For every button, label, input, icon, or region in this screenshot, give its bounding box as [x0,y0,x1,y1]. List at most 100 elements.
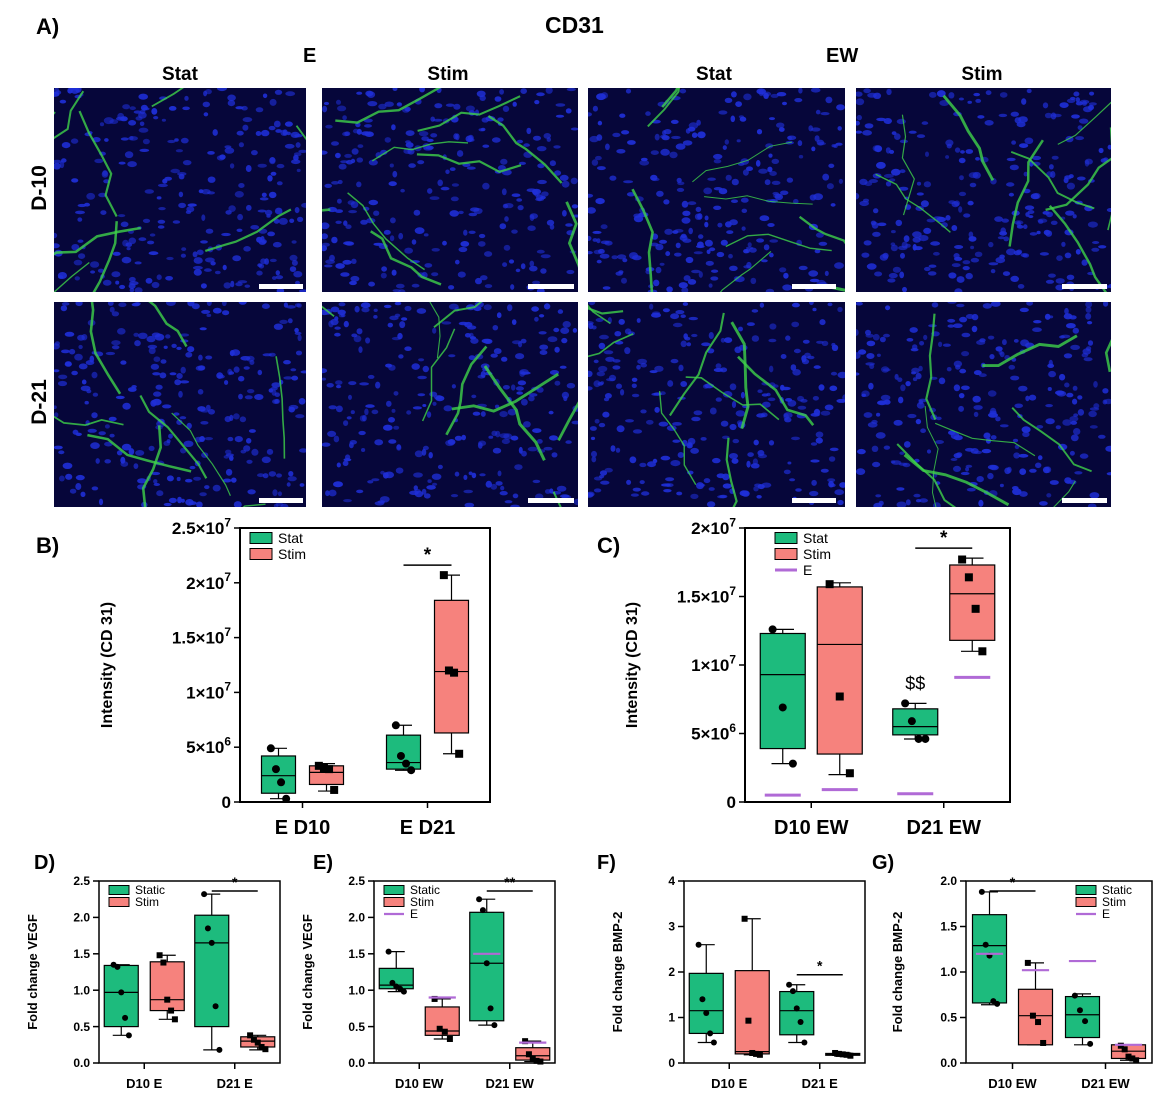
nucleus [890,244,898,252]
nucleus [988,262,999,266]
nucleus [196,249,204,256]
scale-bar [1062,284,1107,289]
nucleus [147,240,155,245]
nucleus [222,478,232,483]
nucleus [965,272,973,280]
box-static-0 [688,941,724,1046]
nucleus [814,249,821,254]
nucleus [761,401,771,408]
nucleus [693,251,703,255]
nucleus [545,88,553,94]
nucleus [789,478,796,482]
nucleus [554,380,561,386]
data-point [789,988,796,995]
nucleus [971,313,979,321]
nucleus [200,283,207,289]
nucleus [349,442,354,449]
panel-a-letter: A) [36,14,60,39]
nucleus [298,289,306,292]
data-point [212,1003,219,1010]
nucleus [999,351,1005,358]
nucleus [451,183,459,187]
nucleus [923,181,932,188]
nucleus [548,410,554,415]
nucleus [219,154,226,160]
nucleus [532,479,541,484]
data-point [444,666,453,675]
nucleus [520,338,527,344]
nucleus [912,231,922,238]
micrograph-d10-ew-stim [856,88,1111,292]
cd31-vessel [934,422,1036,457]
nucleus [758,168,768,174]
nuclei-layer [322,302,578,507]
nucleus [828,456,836,462]
nucleus [205,228,214,234]
nucleus [1064,307,1069,315]
cd31-vessel-layer [588,304,815,507]
nucleus [380,272,387,279]
nucleus [935,416,942,421]
nucleus [867,92,877,98]
nucleus [1074,471,1083,475]
nucleus [1029,232,1038,236]
nucleus [757,389,763,393]
y-tick-label: 1.5 [73,947,90,961]
nucleus [350,275,360,282]
data-point [1125,1053,1132,1060]
box-static-1 [469,896,505,1029]
nucleus [543,446,553,451]
nucleus [945,155,950,159]
nucleus [640,409,647,414]
nucleus [147,344,158,349]
nucleus [497,117,504,122]
nucleus [565,108,572,114]
data-point [901,699,910,708]
nucleus [557,309,564,314]
nucleus [518,341,523,348]
nucleus [1012,486,1019,490]
nucleus [1002,271,1011,276]
y-tick-label: 1.5 [940,920,957,934]
nucleus [691,333,698,338]
nucleus [829,385,838,392]
nucleus [448,303,459,310]
nucleus [477,442,483,449]
nucleus [98,498,104,506]
cd31-vessel [719,250,772,292]
nucleus [1082,348,1092,355]
nucleus [150,399,157,407]
data-point [483,960,490,967]
nucleus [276,163,285,169]
nucleus [151,108,158,115]
nucleus [865,333,874,338]
nucleus [417,160,425,165]
nucleus [537,163,545,169]
nucleus [999,92,1008,98]
nucleus [206,302,212,306]
nucleus [485,480,492,488]
micrograph-d21-ew-stat [588,302,845,507]
nucleus [383,229,391,235]
nucleus [752,458,758,466]
nucleus [1032,155,1042,161]
nucleus [818,241,828,246]
nucleus [288,471,294,477]
nucleus [654,133,660,141]
nucleus [86,192,96,200]
nucleus [78,363,88,370]
nucleus [142,138,150,145]
nucleus [1073,428,1081,435]
nucleus [947,302,957,304]
nucleus [350,410,355,415]
nucleus [1020,339,1030,347]
nucleus [873,502,883,507]
nucleus [604,393,612,399]
nucleus [1055,390,1065,395]
nucleus [391,269,397,276]
nucleus [1063,353,1073,359]
nucleus [225,468,233,476]
nucleus [837,499,844,506]
nucleus [515,353,525,360]
data-point [994,1000,1001,1007]
